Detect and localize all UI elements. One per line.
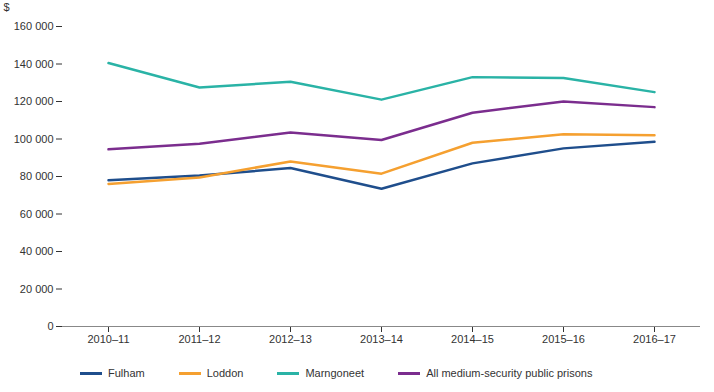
svg-text:20 000: 20 000 — [20, 283, 54, 295]
svg-text:160 000: 160 000 — [14, 20, 54, 32]
svg-text:2013–14: 2013–14 — [360, 333, 403, 345]
html-text:Fulham: Fulham — [108, 367, 145, 379]
svg-text:$: $ — [4, 1, 10, 13]
svg-text:100 000: 100 000 — [14, 133, 54, 145]
svg-text:2011–12: 2011–12 — [178, 333, 220, 345]
svg-text:40 000: 40 000 — [20, 245, 54, 257]
svg-text:0: 0 — [47, 320, 53, 332]
svg-text:140 000: 140 000 — [14, 58, 54, 70]
svg-text:2015–16: 2015–16 — [542, 333, 585, 345]
svg-text:2016–17: 2016–17 — [633, 333, 676, 345]
html-text:Loddon: Loddon — [206, 367, 244, 379]
html-text:Marngoneet: Marngoneet — [305, 367, 365, 379]
svg-text:2012–13: 2012–13 — [269, 333, 312, 345]
svg-text:80 000: 80 000 — [20, 170, 54, 182]
html-text:All medium-security public pri: All medium-security public prisons — [426, 367, 593, 379]
svg-text:60 000: 60 000 — [20, 208, 54, 220]
svg-text:2014–15: 2014–15 — [451, 333, 494, 345]
svg-text:2010–11: 2010–11 — [87, 333, 129, 345]
svg-text:120 000: 120 000 — [14, 95, 54, 107]
